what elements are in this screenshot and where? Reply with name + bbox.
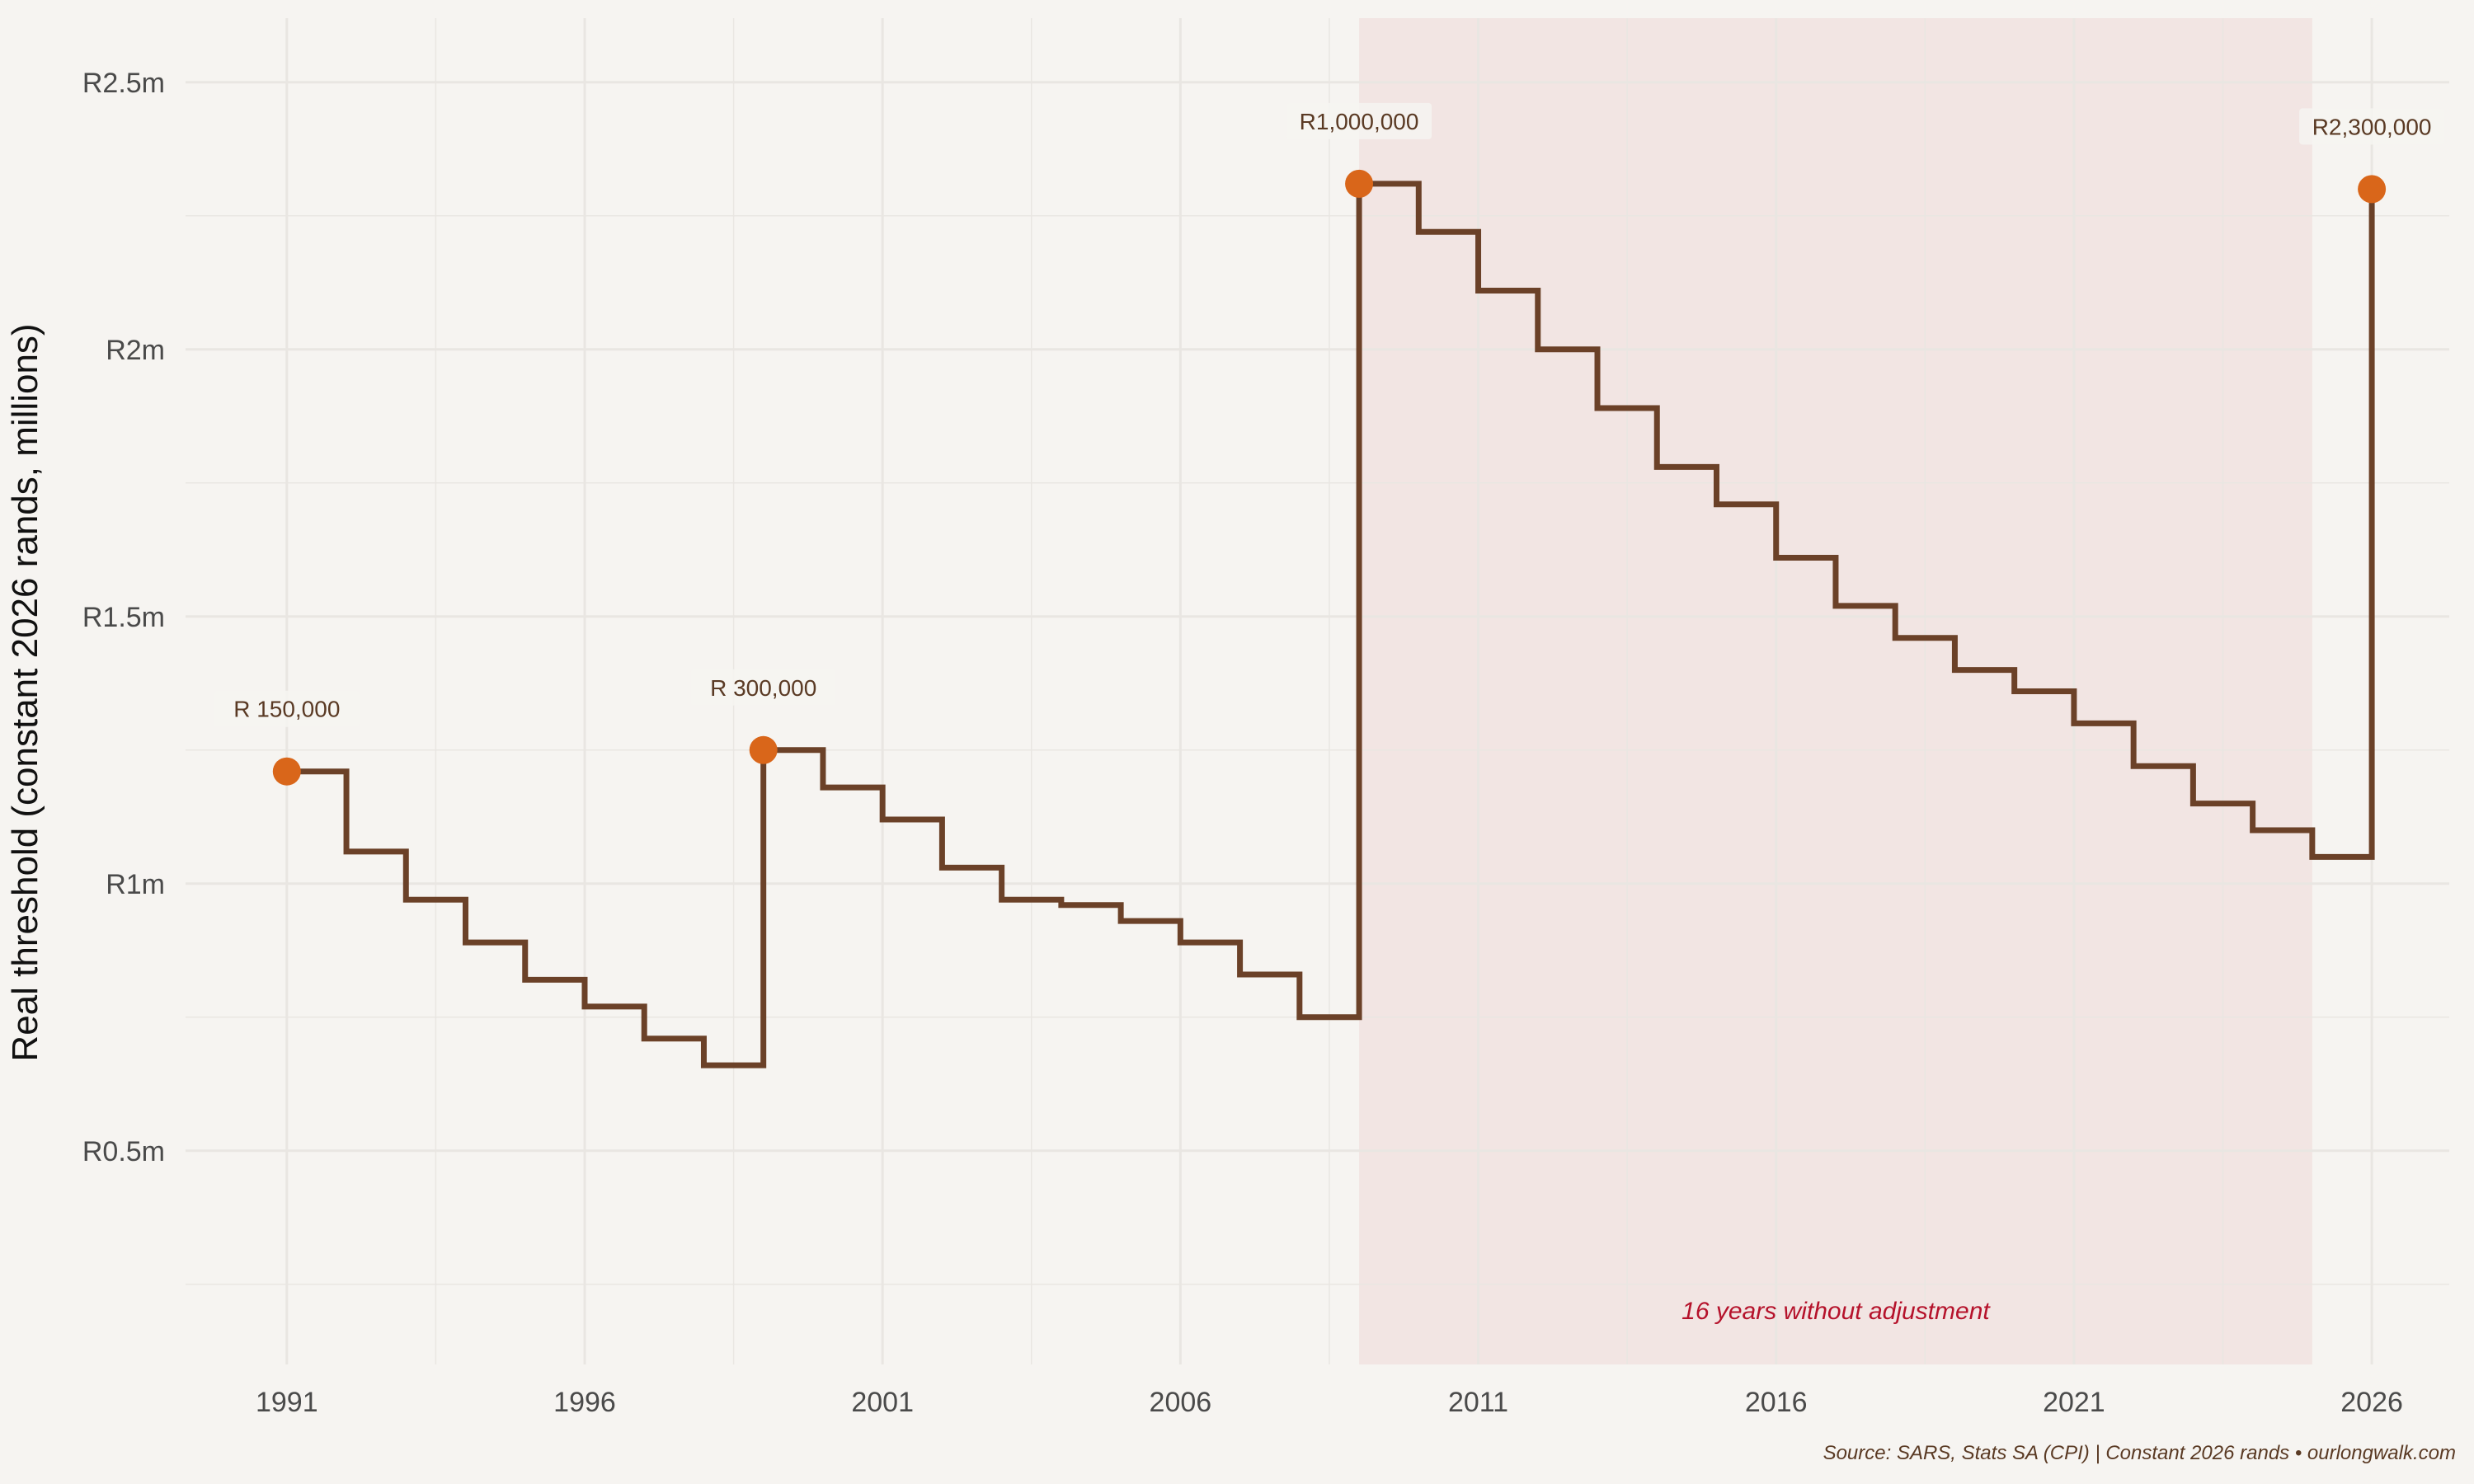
point-label-background [214, 690, 360, 727]
threshold-point [2358, 175, 2387, 204]
source-caption: Source: SARS, Stats SA (CPI) | Constant … [1823, 1442, 2456, 1464]
x-tick-label: 2001 [851, 1387, 914, 1418]
y-tick-label: R1m [106, 869, 165, 900]
threshold-point [1345, 169, 1374, 198]
y-tick-label: R2m [106, 335, 165, 366]
threshold-point [272, 757, 301, 786]
x-tick-label: 2006 [1150, 1387, 1212, 1418]
x-axis-tick-labels: 1991 1996 2001 2006 2011 2016 2021 2026 [256, 1387, 2403, 1418]
threshold-point-label: R 300,000 [710, 675, 816, 701]
x-tick-label: 2021 [2043, 1387, 2105, 1418]
x-tick-label: 2011 [1448, 1387, 1508, 1418]
y-tick-label: R0.5m [82, 1136, 165, 1167]
shaded-period-label: 16 years without adjustment [1681, 1298, 1991, 1325]
threshold-point-label: R2,300,000 [2312, 114, 2432, 139]
y-tick-label: R1.5m [82, 602, 165, 633]
nominal-threshold-points: R 150,000 R 300,000 R1,000,000 R2,300,000 [214, 102, 2445, 786]
x-tick-label: 2016 [1745, 1387, 1808, 1418]
threshold-point-label: R1,000,000 [1300, 109, 1419, 134]
y-axis-title: Real threshold (constant 2026 rands, mil… [5, 323, 45, 1061]
x-tick-label: 1996 [553, 1387, 616, 1418]
x-tick-label: 2026 [2340, 1387, 2403, 1418]
y-tick-label: R2.5m [82, 68, 165, 99]
x-tick-label: 1991 [256, 1387, 318, 1418]
no-adjustment-period-shade [1359, 18, 2312, 1364]
real-threshold-step-line [286, 181, 2375, 1068]
point-label-background [1286, 102, 1432, 139]
threshold-point [749, 735, 778, 764]
point-label-background [2299, 108, 2445, 145]
point-label-background [690, 669, 836, 706]
y-axis-tick-labels: R0.5m R1m R1.5m R2m R2.5m [82, 68, 165, 1167]
threshold-point-label: R 150,000 [233, 697, 340, 722]
